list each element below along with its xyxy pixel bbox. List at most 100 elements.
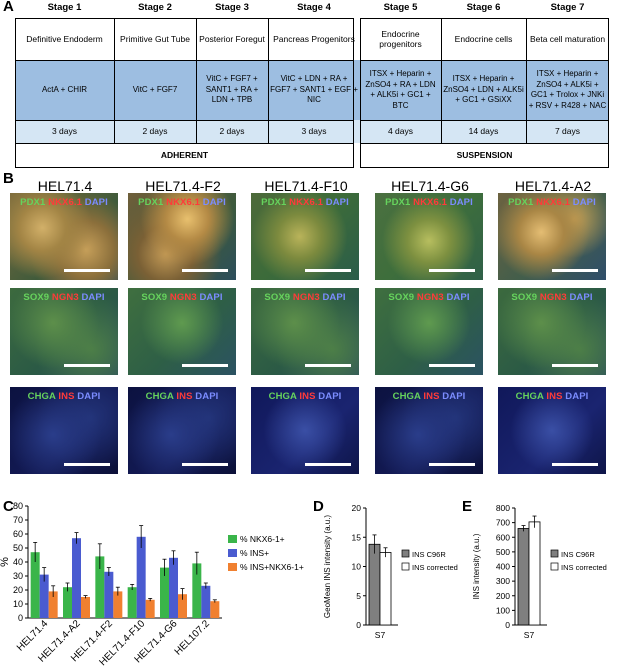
table-rule [15,120,354,121]
legend-label: % NKX6-1+ [240,534,285,544]
y-tick-label: 0 [356,620,361,630]
scale-bar [429,463,475,466]
stage-name: Primitive Gut Tube [114,18,196,60]
stain-marker: DAPI [322,292,346,303]
stain-marker: DAPI [572,197,596,208]
stage-header: Stage 5 [383,2,418,13]
y-tick-label: 80 [13,501,23,511]
bar [368,543,381,626]
stage-duration: 4 days [360,120,441,143]
stage-treatment: ITSX + Heparin + ZnSO4 + LDN + ALK5i + G… [441,60,526,120]
cell-line-title: HEL71.4 [37,178,93,194]
y-axis-label: % [0,557,11,567]
y-tick-label: 20 [13,585,23,595]
stain-label: PDX1 NKX6.1 DAPI [375,197,483,208]
stain-marker: CHGA [268,391,297,402]
micrograph: CHGA INS DAPI [498,387,606,474]
stage-duration: 3 days [15,120,114,143]
y-tick-label: 100 [496,605,510,615]
x-tick-label: S7 [375,630,386,640]
x-tick-label: HEL107.2 [173,618,213,658]
y-tick-label: 50 [13,543,23,553]
stage-header: Stage 6 [466,2,501,13]
stain-label: SOX9 NGN3 DAPI [10,292,118,303]
table-rule [15,143,354,144]
table-rule [360,60,609,61]
micrograph: PDX1 NKX6.1 DAPI [10,193,118,280]
stain-marker: DAPI [569,292,593,303]
stain-label: PDX1 NKX6.1 DAPI [128,197,236,208]
table-divider [441,18,442,143]
stage-name: Endocrine progenitors [360,18,441,60]
table-rule [360,143,609,144]
scale-bar [552,269,598,272]
stain-marker: INS [546,391,563,402]
micrograph: PDX1 NKX6.1 DAPI [375,193,483,280]
scale-bar [305,463,351,466]
micrograph: SOX9 NGN3 DAPI [251,288,359,375]
stain-marker: NGN3 [169,292,197,303]
micrograph: SOX9 NGN3 DAPI [10,288,118,375]
y-tick-label: 5 [356,591,361,601]
bar [169,557,178,618]
adherent-label: ADHERENT [15,143,354,168]
stain-marker: NGN3 [292,292,320,303]
bar [136,536,146,618]
stage-name: Endocrine cells [441,18,526,60]
stage-header: Stage 1 [47,2,82,13]
cell-line-title: HEL71.4-F2 [145,178,221,194]
scale-bar [182,463,228,466]
y-tick-label: 30 [13,571,23,581]
stain-marker: SOX9 [264,292,291,303]
suspension-frame [360,18,609,168]
y-tick-label: 300 [496,576,510,586]
scale-bar [182,364,228,367]
stain-marker: DAPI [199,292,223,303]
cell-line-title: HEL71.4-G6 [391,178,469,194]
scale-bar [64,364,110,367]
y-axis-label: GeoMean INS intensity (a.u.) [323,515,332,618]
stain-marker: NGN3 [416,292,444,303]
y-tick-label: 0 [18,613,23,623]
x-tick-label: S7 [524,630,535,640]
legend-swatch [401,562,410,571]
stain-marker: SOX9 [141,292,168,303]
scale-bar [429,364,475,367]
scale-bar [305,364,351,367]
stage-duration: 3 days [268,120,360,143]
stain-marker: DAPI [81,292,105,303]
y-tick-label: 10 [13,599,23,609]
stage-header: Stage 2 [138,2,172,13]
table-divider [196,18,197,143]
legend-swatch [550,562,559,571]
bar [48,591,58,618]
stain-marker: CHGA [515,391,544,402]
y-tick-label: 20 [352,503,362,513]
scale-bar [429,269,475,272]
bar [81,597,90,618]
y-tick-label: 70 [13,515,23,525]
y-tick-label: 10 [352,562,362,572]
legend-label: % INS+ [240,548,269,558]
legend-label: INS C96R [561,550,595,559]
adherent-frame [15,18,354,168]
stain-marker: SOX9 [23,292,50,303]
panel-c-label: C [3,498,14,515]
bar [39,574,49,618]
stain-marker: INS [58,391,75,402]
bar [30,552,40,618]
legend-swatch [228,549,237,557]
legend-swatch [228,535,237,543]
legend-swatch [550,549,559,558]
stage-name: Pancreas Progenitors [268,18,360,60]
stage-treatment: VitC + LDN + RA + FGF7 + SANT1 + EGF + N… [268,60,360,120]
stain-marker: DAPI [84,197,108,208]
stage-treatment: ITSX + Heparin + ZnSO4 + ALK5i + GC1 + T… [526,60,609,120]
stain-marker: NGN3 [51,292,79,303]
stain-marker: PDX1 [261,197,287,208]
stain-label: SOX9 NGN3 DAPI [128,292,236,303]
stage-name: Definitive Endoderm [15,18,114,60]
stain-marker: DAPI [449,197,473,208]
stain-label: CHGA INS DAPI [251,391,359,402]
legend-label: INS corrected [561,563,607,572]
